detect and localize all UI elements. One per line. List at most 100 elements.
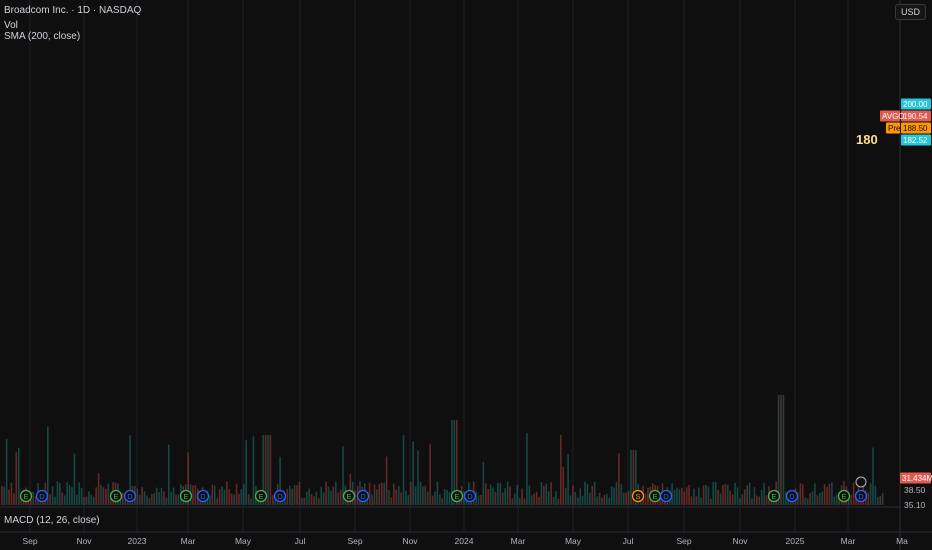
alert-icon (855, 476, 867, 488)
volume-bar (535, 491, 538, 505)
volume-bar (330, 490, 332, 505)
price-tag-box (886, 122, 900, 134)
volume-bar (659, 497, 661, 505)
volume-bar (635, 450, 637, 505)
volume-bar (613, 487, 615, 505)
event-marker-circle (450, 489, 464, 503)
event-marker-label: E (346, 492, 351, 501)
event-marker-label: E (771, 492, 776, 501)
price-tag: AVGO (880, 110, 905, 122)
price-tag-box (901, 98, 931, 110)
event-marker-circle (196, 489, 210, 503)
volume-bar (80, 488, 83, 505)
currency-button[interactable]: USD (894, 4, 926, 20)
volume-bar (562, 466, 565, 505)
volume-bar (644, 493, 647, 505)
volume-bar (448, 492, 451, 505)
price-tag-label: Pre (888, 124, 901, 133)
volume-bar (264, 435, 267, 505)
sma-legend[interactable]: SMA (200, close) (4, 31, 81, 42)
volume-bar (313, 496, 315, 505)
volume-bar (100, 485, 102, 505)
volume-bar (780, 395, 782, 505)
price-tag: 190.54 (901, 110, 931, 122)
volume-bar (814, 483, 816, 505)
volume-bar (235, 483, 238, 505)
volume-bar (506, 481, 509, 505)
price-tag-label: 190.54 (903, 112, 928, 121)
volume-bar (332, 486, 335, 505)
volume-bar (877, 497, 879, 505)
event-marker-circle (109, 489, 123, 503)
volume-bar (61, 492, 64, 505)
volume-bar (574, 491, 577, 505)
event-marker-circle (123, 489, 137, 503)
volume-bar (555, 491, 557, 505)
event-marker-circle (179, 489, 193, 503)
time-axis-tick: Jul (623, 536, 634, 546)
volume-bar (625, 492, 627, 505)
volume-bar (409, 481, 412, 505)
volume-bar (349, 473, 352, 505)
time-axis-tick: Sep (22, 536, 37, 546)
volume-bar (13, 493, 15, 505)
volume-bar (322, 492, 325, 505)
volume-bar (95, 487, 97, 505)
volume-bar (284, 495, 286, 505)
event-marker: E (19, 489, 33, 503)
event-marker-label: E (258, 492, 263, 501)
time-axis[interactable]: Sep Nov 2023 Mar May Jul Sep Nov 2024 Mar May Jul Se… (22, 536, 908, 546)
volume-bar (499, 483, 502, 505)
volume-bar (514, 493, 516, 505)
volume-bar (138, 494, 141, 505)
event-marker-label: E (454, 492, 459, 501)
volume-bar (187, 452, 189, 505)
volume-bar (153, 493, 156, 505)
volume-bar (419, 481, 422, 505)
volume-bar (97, 473, 100, 505)
event-marker-circle (356, 489, 370, 503)
event-marker-circle (254, 489, 268, 503)
volume-bar (734, 483, 736, 505)
volume-bar (719, 493, 722, 505)
volume-bar (627, 491, 630, 505)
event-marker-circle (837, 489, 851, 503)
volume-bar (693, 488, 695, 505)
volume-bar (797, 491, 799, 505)
price-tag: 200.00 (901, 98, 931, 110)
volume-bar (73, 453, 76, 505)
volume-bar (751, 498, 753, 505)
event-marker: D (659, 489, 673, 503)
volume-bar (400, 492, 402, 505)
event-marker-circle (767, 489, 781, 503)
macd-legend[interactable]: MACD (12, 26, close) (4, 515, 100, 526)
volume-bar (1, 485, 3, 505)
volume-bar (20, 496, 22, 505)
volume-bar (405, 490, 407, 505)
chart-title[interactable]: Broadcom Inc. · 1D · NASDAQ (4, 5, 142, 16)
time-axis-tick: 2024 (455, 536, 474, 546)
volume-bar (598, 492, 601, 505)
drawings[interactable]: 180 (0, 0, 900, 147)
time-axis-tick: Sep (676, 536, 691, 546)
price-axis[interactable]: 260.00230.00210.00150.00135.00120.00108.… (904, 0, 930, 510)
volume-bar (407, 495, 410, 505)
event-marker-label: D (277, 492, 283, 501)
volume-bar (303, 497, 306, 505)
grid-lines (29, 0, 849, 532)
volume-bar (622, 492, 625, 505)
volume-bar (806, 498, 809, 505)
volume-bar (250, 498, 252, 505)
volume-bar (673, 490, 676, 505)
volume-bar (230, 493, 233, 505)
volume-bar (494, 492, 497, 505)
volume-bar (799, 483, 802, 505)
volume-bar (881, 492, 884, 505)
volume-legend[interactable]: Vol (4, 20, 18, 31)
price-tag-box (901, 134, 931, 146)
volume-bar (301, 498, 303, 505)
volume-bar (872, 447, 874, 505)
